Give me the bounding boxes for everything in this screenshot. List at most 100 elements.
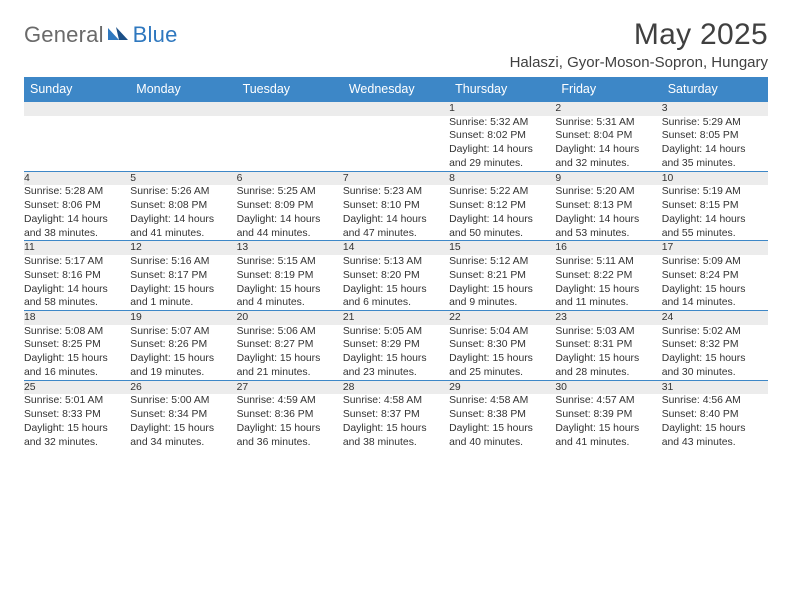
day-detail-line: Daylight: 15 hours	[662, 283, 768, 297]
day-detail-line: and 50 minutes.	[449, 227, 555, 241]
day-detail-cell: Sunrise: 5:06 AMSunset: 8:27 PMDaylight:…	[237, 325, 343, 380]
day-detail-cell: Sunrise: 5:16 AMSunset: 8:17 PMDaylight:…	[130, 255, 236, 310]
day-detail-line: Sunset: 8:12 PM	[449, 199, 555, 213]
day-detail-line: Sunset: 8:21 PM	[449, 269, 555, 283]
day-detail-line: Sunrise: 5:06 AM	[237, 325, 343, 339]
day-detail-line: and 4 minutes.	[237, 296, 343, 310]
day-detail-cell: Sunrise: 4:59 AMSunset: 8:36 PMDaylight:…	[237, 394, 343, 455]
day-detail-line: and 47 minutes.	[343, 227, 449, 241]
day-number-cell: 4	[24, 171, 130, 185]
day-detail-line: Sunrise: 5:15 AM	[237, 255, 343, 269]
day-detail-line: Sunrise: 5:09 AM	[662, 255, 768, 269]
day-detail-line: Daylight: 14 hours	[237, 213, 343, 227]
logo: General Blue	[24, 18, 178, 48]
daynum-row: 18192021222324	[24, 311, 768, 325]
day-detail-line: Sunset: 8:36 PM	[237, 408, 343, 422]
day-number-cell: 18	[24, 311, 130, 325]
day-detail-line: Daylight: 14 hours	[24, 213, 130, 227]
day-detail-line: Sunrise: 5:01 AM	[24, 394, 130, 408]
day-detail-cell: Sunrise: 5:20 AMSunset: 8:13 PMDaylight:…	[555, 185, 661, 240]
day-detail-line: Daylight: 15 hours	[449, 283, 555, 297]
day-detail-line: Daylight: 14 hours	[24, 283, 130, 297]
day-detail-line: Daylight: 15 hours	[24, 352, 130, 366]
day-detail-line: Sunrise: 5:12 AM	[449, 255, 555, 269]
day-detail-line: and 21 minutes.	[237, 366, 343, 380]
calendar-table: Sunday Monday Tuesday Wednesday Thursday…	[24, 77, 768, 455]
day-detail-cell: Sunrise: 5:09 AMSunset: 8:24 PMDaylight:…	[662, 255, 768, 310]
header: General Blue May 2025	[24, 18, 768, 52]
day-detail-cell	[343, 116, 449, 171]
logo-text-general: General	[24, 22, 104, 48]
day-detail-line: Sunrise: 5:16 AM	[130, 255, 236, 269]
day-detail-line: Sunset: 8:33 PM	[24, 408, 130, 422]
day-number-cell	[343, 102, 449, 116]
day-number-cell: 1	[449, 102, 555, 116]
day-number-cell: 26	[130, 380, 236, 394]
day-detail-line: Sunrise: 5:26 AM	[130, 185, 236, 199]
day-detail-line: and 6 minutes.	[343, 296, 449, 310]
day-detail-line: Sunrise: 5:02 AM	[662, 325, 768, 339]
day-detail-cell	[237, 116, 343, 171]
day-number-cell: 17	[662, 241, 768, 255]
day-detail-cell: Sunrise: 5:02 AMSunset: 8:32 PMDaylight:…	[662, 325, 768, 380]
day-detail-line: Sunset: 8:30 PM	[449, 338, 555, 352]
day-detail-line: Sunset: 8:25 PM	[24, 338, 130, 352]
day-number-cell: 13	[237, 241, 343, 255]
day-detail-cell: Sunrise: 4:56 AMSunset: 8:40 PMDaylight:…	[662, 394, 768, 455]
day-detail-cell: Sunrise: 4:57 AMSunset: 8:39 PMDaylight:…	[555, 394, 661, 455]
day-number-cell: 20	[237, 311, 343, 325]
day-number-cell	[237, 102, 343, 116]
day-detail-line: Sunrise: 5:13 AM	[343, 255, 449, 269]
day-detail-cell: Sunrise: 5:07 AMSunset: 8:26 PMDaylight:…	[130, 325, 236, 380]
day-detail-line: Daylight: 15 hours	[130, 283, 236, 297]
day-detail-line: Sunset: 8:22 PM	[555, 269, 661, 283]
day-detail-line: Daylight: 15 hours	[24, 422, 130, 436]
day-number-cell: 19	[130, 311, 236, 325]
day-number-cell: 23	[555, 311, 661, 325]
weekday-header-row: Sunday Monday Tuesday Wednesday Thursday…	[24, 77, 768, 102]
day-detail-line: and 35 minutes.	[662, 157, 768, 171]
day-detail-line: and 44 minutes.	[237, 227, 343, 241]
day-number-cell: 9	[555, 171, 661, 185]
day-detail-line: Daylight: 14 hours	[449, 143, 555, 157]
day-detail-line: Sunrise: 5:19 AM	[662, 185, 768, 199]
day-detail-cell: Sunrise: 5:00 AMSunset: 8:34 PMDaylight:…	[130, 394, 236, 455]
day-detail-line: Sunset: 8:34 PM	[130, 408, 236, 422]
day-detail-cell: Sunrise: 5:29 AMSunset: 8:05 PMDaylight:…	[662, 116, 768, 171]
day-detail-line: Daylight: 15 hours	[449, 422, 555, 436]
day-number-cell: 30	[555, 380, 661, 394]
weekday-header: Thursday	[449, 77, 555, 102]
day-number-cell: 15	[449, 241, 555, 255]
day-detail-line: Sunset: 8:26 PM	[130, 338, 236, 352]
day-detail-line: Daylight: 14 hours	[130, 213, 236, 227]
day-number-cell: 25	[24, 380, 130, 394]
day-detail-line: Sunset: 8:17 PM	[130, 269, 236, 283]
day-detail-cell	[24, 116, 130, 171]
day-detail-cell: Sunrise: 5:11 AMSunset: 8:22 PMDaylight:…	[555, 255, 661, 310]
day-detail-line: Daylight: 15 hours	[662, 352, 768, 366]
day-detail-line: and 53 minutes.	[555, 227, 661, 241]
day-detail-cell: Sunrise: 5:05 AMSunset: 8:29 PMDaylight:…	[343, 325, 449, 380]
day-detail-line: Sunrise: 4:56 AM	[662, 394, 768, 408]
day-detail-line: Daylight: 14 hours	[662, 143, 768, 157]
detail-row: Sunrise: 5:28 AMSunset: 8:06 PMDaylight:…	[24, 185, 768, 240]
day-number-cell: 24	[662, 311, 768, 325]
day-detail-cell	[130, 116, 236, 171]
day-detail-line: and 16 minutes.	[24, 366, 130, 380]
day-detail-line: Daylight: 15 hours	[237, 422, 343, 436]
day-detail-line: Daylight: 15 hours	[237, 352, 343, 366]
day-detail-line: Sunrise: 5:11 AM	[555, 255, 661, 269]
daynum-row: 123	[24, 102, 768, 116]
day-number-cell: 27	[237, 380, 343, 394]
day-detail-line: Sunset: 8:24 PM	[662, 269, 768, 283]
day-detail-line: Daylight: 15 hours	[555, 352, 661, 366]
day-detail-line: Daylight: 15 hours	[555, 283, 661, 297]
day-detail-line: and 14 minutes.	[662, 296, 768, 310]
day-detail-line: Daylight: 15 hours	[343, 283, 449, 297]
day-detail-line: and 32 minutes.	[24, 436, 130, 450]
day-detail-line: and 55 minutes.	[662, 227, 768, 241]
day-number-cell: 14	[343, 241, 449, 255]
day-detail-line: and 58 minutes.	[24, 296, 130, 310]
day-detail-line: Sunset: 8:16 PM	[24, 269, 130, 283]
day-detail-cell: Sunrise: 5:26 AMSunset: 8:08 PMDaylight:…	[130, 185, 236, 240]
